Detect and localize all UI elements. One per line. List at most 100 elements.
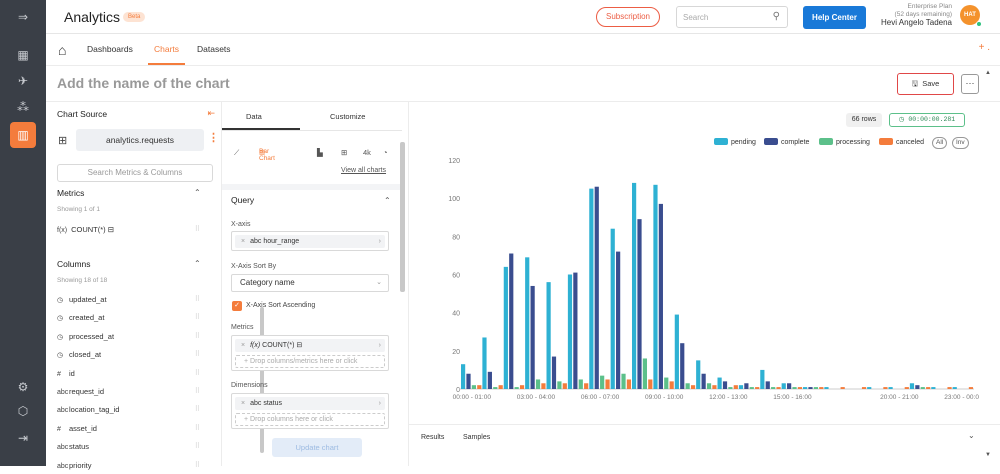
remove-icon[interactable]: × [241, 342, 246, 349]
drag-handle-icon[interactable]: ⠿ [194, 226, 200, 233]
view-all-charts-link[interactable]: View all charts [341, 167, 387, 174]
legend-item[interactable]: canceled [879, 138, 924, 148]
chevron-right-icon[interactable]: › [378, 238, 381, 245]
column-item[interactable]: abcrequest_id ⠿ [57, 385, 200, 399]
tab-results[interactable]: Results [421, 434, 445, 441]
column-item[interactable]: ◷ closed_at ⠿ [57, 348, 200, 362]
scroll-up-icon[interactable]: ▲ [985, 70, 991, 76]
scrollbar[interactable] [400, 142, 405, 292]
dataset-selector[interactable]: analytics.requests [76, 129, 204, 151]
home-icon[interactable]: ⌂ [58, 42, 67, 58]
expand-icon[interactable]: ⇒ [17, 10, 29, 24]
column-item[interactable]: # id ⠿ [57, 367, 200, 381]
drag-handle-icon[interactable]: ⠿ [194, 314, 200, 322]
chevron-right-icon[interactable]: › [378, 400, 381, 407]
metrics-search-input[interactable]: Search Metrics & Columns [57, 164, 213, 182]
x-tick-label: 15:00 - 16:00 [773, 394, 812, 401]
box-icon[interactable]: ⬡ [17, 404, 29, 418]
drag-handle-icon[interactable]: ⠿ [194, 424, 200, 432]
logout-icon[interactable]: ⇥ [17, 431, 29, 445]
big-number-button[interactable]: 4k [363, 148, 371, 157]
drag-handle-icon[interactable]: ⠿ [194, 443, 200, 451]
drag-handle-icon[interactable]: ⠿ [194, 369, 200, 377]
sort-ascending-checkbox[interactable]: ✓ [232, 301, 242, 311]
update-chart-button[interactable]: Update chart [272, 438, 362, 457]
line-chart-icon[interactable]: ⟋ [234, 148, 240, 157]
column-item[interactable]: ◷ created_at ⠿ [57, 311, 200, 325]
metrics-field[interactable]: × f(x) COUNT(*) ⊟ › + Drop columns/metrics… [231, 335, 389, 371]
chevron-up-icon[interactable]: ⌃ [384, 196, 391, 205]
drag-handle-icon[interactable]: ⠿ [194, 406, 200, 414]
column-item[interactable]: abcstatus ⠿ [57, 440, 200, 454]
metric-item[interactable]: f(x) COUNT(*) ⊟ ⠿ [57, 223, 200, 237]
column-item[interactable]: ◷ processed_at ⠿ [57, 330, 200, 344]
tab-customize[interactable]: Customize [330, 112, 366, 121]
legend-label: pending [731, 139, 756, 146]
scroll-down-icon[interactable]: ▼ [985, 452, 991, 458]
remove-icon[interactable]: × [241, 400, 246, 407]
x-axis-pill[interactable]: × abc hour_range › [235, 235, 385, 248]
pie-chart-icon[interactable]: ◔ [383, 148, 388, 157]
column-item[interactable]: # asset_id ⠿ [57, 422, 200, 436]
settings-icon[interactable]: ⚙ [17, 380, 29, 394]
dataset-menu-icon[interactable]: ⋮ [208, 132, 219, 144]
chevron-up-icon[interactable]: ⌃ [194, 188, 201, 197]
avatar[interactable]: HAT [960, 5, 980, 25]
chevron-down-icon[interactable]: ⌄ [968, 431, 975, 440]
bar-canceled [819, 387, 824, 389]
bar-pending [803, 387, 808, 389]
legend-all-toggle[interactable]: All [932, 137, 948, 149]
more-options-button[interactable]: ··· [961, 74, 979, 94]
tab-dashboards[interactable]: Dashboards [87, 44, 133, 54]
subscription-button[interactable]: Subscription [596, 7, 660, 27]
collapse-icon[interactable]: ⇤ [207, 108, 215, 118]
scrollbar[interactable] [260, 307, 264, 453]
dimensions-field[interactable]: × abc status › + Drop columns here or clic… [231, 393, 389, 429]
drag-handle-icon[interactable]: ⠿ [194, 351, 200, 359]
bar-pending [503, 266, 508, 389]
legend-item[interactable]: processing [819, 138, 870, 148]
dimensions-dropzone[interactable]: + Drop columns here or click [235, 413, 385, 426]
legend-item[interactable]: pending [714, 138, 756, 148]
dashboard-icon[interactable]: ▦ [17, 48, 29, 62]
help-center-button[interactable]: Help Center [803, 6, 866, 29]
metrics-showing: Showing 1 of 1 [57, 206, 101, 213]
x-axis-field[interactable]: × abc hour_range › [231, 231, 389, 251]
sort-select[interactable]: Category name ⌄ [231, 274, 389, 292]
legend-item[interactable]: complete [764, 138, 809, 148]
column-item[interactable]: abclocation_tag_id ⠿ [57, 403, 200, 417]
save-button[interactable]: 🖫 Save [897, 73, 954, 95]
column-item[interactable]: ◷ updated_at ⠿ [57, 293, 200, 307]
tab-data[interactable]: Data [246, 112, 262, 121]
add-menu-button[interactable]: + . [978, 42, 990, 53]
metric-pill[interactable]: × f(x) COUNT(*) ⊟ › [235, 339, 385, 352]
chart-name-input[interactable]: Add the name of the chart [57, 75, 230, 91]
drag-handle-icon[interactable]: ⠿ [194, 461, 200, 469]
bar-chart-icon: ▥ [259, 149, 266, 156]
column-chart-icon[interactable]: ▙ [317, 148, 323, 157]
bar-complete [744, 383, 749, 389]
drag-handle-icon[interactable]: ⠿ [194, 388, 200, 395]
divider [222, 130, 402, 131]
bar-canceled [861, 387, 867, 389]
legend-invert-toggle[interactable]: Inv [952, 137, 969, 149]
search-input[interactable]: Search ⚲ [676, 6, 788, 28]
people-icon[interactable]: ⁂ [17, 100, 29, 114]
remove-icon[interactable]: × [241, 238, 246, 245]
dimensions-drop-text: Drop columns here or click [250, 416, 333, 423]
metrics-label: Metrics [231, 324, 254, 331]
drag-handle-icon[interactable]: ⠿ [194, 332, 200, 340]
page-scrollbar[interactable]: ▲ ▼ [985, 70, 991, 466]
table-chart-icon[interactable]: ⊞ [341, 148, 348, 157]
tab-charts[interactable]: Charts [147, 44, 186, 65]
chevron-right-icon[interactable]: › [378, 342, 381, 349]
analytics-icon[interactable]: ▥ [10, 122, 36, 148]
dimension-pill[interactable]: × abc status › [235, 397, 385, 410]
tab-samples[interactable]: Samples [463, 434, 491, 441]
tab-datasets[interactable]: Datasets [197, 44, 231, 54]
rocket-icon[interactable]: ✈ [17, 74, 29, 88]
left-rail: ⇒ ▦ ✈ ⁂ ▥ ⚙ ⬡ ⇥ [0, 0, 46, 466]
metrics-dropzone[interactable]: + Drop columns/metrics here or click [235, 355, 385, 368]
chevron-up-icon[interactable]: ⌃ [194, 259, 201, 268]
drag-handle-icon[interactable]: ⠿ [194, 296, 200, 303]
